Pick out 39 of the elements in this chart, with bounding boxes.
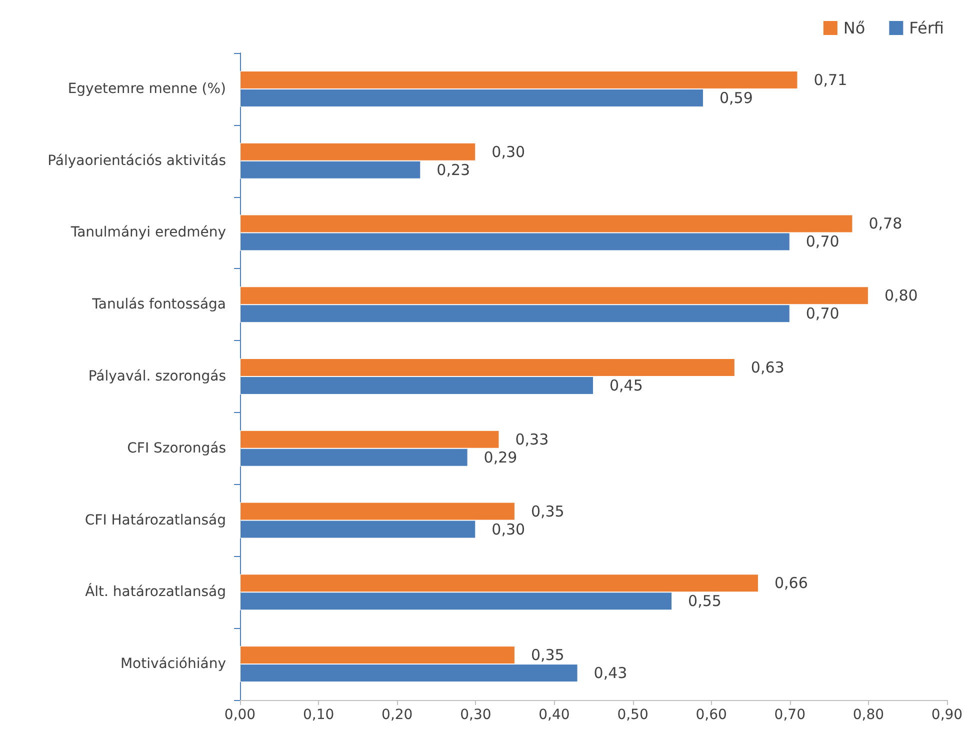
data-label: 0,70 — [806, 232, 840, 251]
data-label: 0,30 — [492, 520, 526, 538]
y-tick-label: Tanulás fontossága — [91, 296, 226, 313]
legend-label: Nő — [843, 18, 866, 38]
x-tick-label: 0,10 — [302, 707, 334, 723]
x-tick-label: 0,90 — [931, 707, 963, 723]
data-label: 0,43 — [594, 664, 628, 682]
data-label: 0,55 — [688, 592, 722, 610]
y-tick-label: CFI Szorongás — [127, 440, 226, 456]
data-label: 0,30 — [492, 142, 526, 161]
data-label: 0,71 — [814, 70, 848, 89]
data-label: 0,80 — [884, 286, 918, 305]
x-tick-label: 0,70 — [774, 707, 806, 723]
y-tick-label: CFI Határozatlanság — [84, 512, 226, 528]
legend-label: Férfi — [909, 18, 944, 38]
data-label: 0,70 — [806, 304, 840, 323]
data-label: 0,45 — [610, 376, 643, 394]
y-tick-label: Tanulmányi eredmény — [70, 224, 226, 241]
y-tick-label: Pályaorientációs aktivitás — [48, 152, 226, 169]
x-tick-label: 0,30 — [460, 707, 492, 723]
y-tick-label: Motivációhiány — [120, 656, 226, 672]
data-label: 0,23 — [436, 160, 470, 179]
data-label: 0,59 — [719, 88, 753, 107]
y-tick-label: Pályavál. szorongás — [88, 368, 226, 384]
data-label: 0,35 — [530, 502, 564, 520]
data-label: 0,78 — [868, 214, 902, 233]
y-tick-label: Egyetemre menne (%) — [68, 80, 226, 97]
data-label: 0,63 — [750, 358, 784, 376]
x-tick-label: 0,50 — [617, 707, 648, 723]
x-tick-label: 0,40 — [538, 707, 570, 723]
data-label: 0,29 — [484, 448, 518, 466]
x-tick-label: 0,80 — [852, 707, 884, 723]
y-tick-label: Ált. határozatlanság — [85, 583, 226, 600]
x-tick-label: 0,00 — [224, 707, 256, 723]
data-label: 0,33 — [515, 430, 549, 448]
data-label: 0,35 — [530, 646, 564, 664]
data-label: 0,66 — [774, 574, 808, 592]
x-tick-label: 0,60 — [696, 707, 727, 723]
x-tick-label: 0,20 — [382, 707, 413, 723]
